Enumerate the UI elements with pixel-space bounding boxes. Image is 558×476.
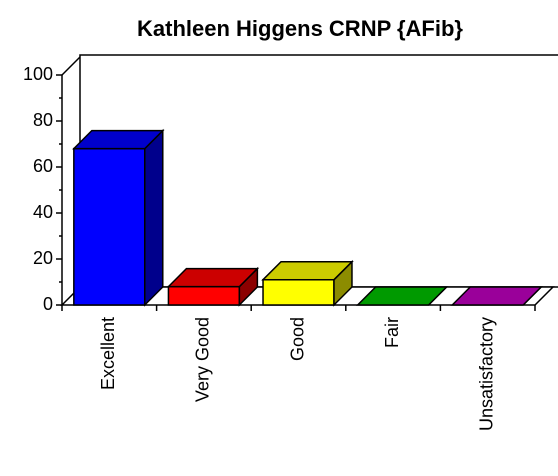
x-tick-label: Very Good <box>193 317 213 402</box>
x-tick-label: Excellent <box>98 317 118 390</box>
y-tick-label: 80 <box>33 110 53 130</box>
y-tick-label: 20 <box>33 248 53 268</box>
bar-front <box>167 285 241 306</box>
bar-top <box>261 260 354 281</box>
bar-side <box>144 128 164 307</box>
y-tick-label: 60 <box>33 156 53 176</box>
bar-top <box>72 129 165 150</box>
x-tick-label: Good <box>287 317 307 361</box>
bar-front <box>262 278 335 306</box>
x-tick-label: Fair <box>382 317 402 348</box>
y-tick-label: 0 <box>43 294 53 314</box>
bar-top <box>355 286 449 306</box>
bar-top <box>166 267 260 288</box>
y-tick-label: 40 <box>33 202 53 222</box>
bar-front <box>73 147 146 306</box>
bar-top <box>450 286 543 306</box>
y-tick-label: 100 <box>23 64 53 84</box>
y-axis-depth <box>61 56 81 76</box>
x-tick-label: Unsatisfactory <box>476 317 496 431</box>
chart-title: Kathleen Higgens CRNP {AFib} <box>137 16 463 41</box>
